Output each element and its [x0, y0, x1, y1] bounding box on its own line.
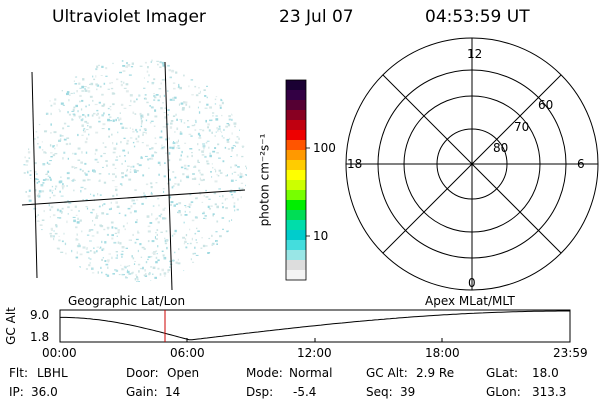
- colorbar-cell: [286, 230, 306, 241]
- door-label: Door:: [126, 366, 159, 380]
- colorbar-tick-10: 10: [313, 229, 329, 243]
- colorbar-cell: [286, 190, 306, 201]
- dsp-label: Dsp:: [246, 385, 274, 399]
- color-scale-bar: [285, 79, 310, 281]
- apex-title: Apex MLat/MLT: [425, 294, 515, 308]
- colorbar-cell: [286, 120, 306, 131]
- time-label: 04:53:59 UT: [425, 7, 530, 27]
- polar-label-18: 18: [347, 157, 363, 171]
- colorbar-cell: [286, 150, 306, 161]
- altitude-ytick-1-8: 1.8: [30, 330, 50, 344]
- glat-label: GLat:: [486, 366, 519, 380]
- polar-label-12: 12: [467, 47, 483, 61]
- gain-value: 14: [165, 385, 181, 399]
- gain-label: Gain:: [126, 385, 158, 399]
- seq-label: Seq:: [366, 385, 393, 399]
- date-label: 23 Jul 07: [279, 7, 354, 27]
- colorbar-unit-label: photon cm⁻²s⁻¹: [257, 133, 272, 227]
- seq-value: 39: [400, 385, 416, 399]
- ip-value: 36.0: [31, 385, 58, 399]
- uv-emission-speckles: [23, 59, 247, 282]
- colorbar-cell: [286, 250, 306, 261]
- colorbar-cell: [286, 110, 306, 121]
- geographic-grid: [21, 61, 246, 291]
- xtick-0600: 06:00: [170, 346, 205, 360]
- colorbar-cell: [286, 170, 306, 181]
- door-value: Open: [167, 366, 200, 380]
- xtick-1800: 18:00: [425, 346, 460, 360]
- colorbar-cell: [286, 100, 306, 111]
- colorbar-cell: [286, 270, 306, 281]
- mode-label: Mode:: [246, 366, 283, 380]
- polar-ring-80: 80: [493, 141, 509, 155]
- colorbar-cell: [286, 90, 306, 101]
- xtick-1200: 12:00: [297, 346, 332, 360]
- dsp-value: -5.4: [293, 385, 317, 399]
- glon-label: GLon:: [486, 385, 521, 399]
- altitude-ylabel: GC Alt: [3, 307, 18, 345]
- gcalt-label: GC Alt:: [366, 366, 408, 380]
- flt-value: LBHL: [37, 366, 68, 380]
- flt-label: Flt:: [9, 366, 28, 380]
- polar-ring-70: 70: [514, 120, 530, 134]
- polar-label-0: 0: [468, 276, 476, 290]
- polar-mlat-mlt-plot: [345, 37, 599, 291]
- glat-value: 18.0: [532, 366, 559, 380]
- xtick-2359: 23:59: [553, 346, 588, 360]
- colorbar-cell: [286, 80, 306, 91]
- polar-label-6: 6: [577, 157, 585, 171]
- colorbar-cell: [286, 220, 306, 231]
- colorbar-cell: [286, 200, 306, 211]
- colorbar-cell: [286, 260, 306, 271]
- colorbar-cell: [286, 140, 306, 151]
- xtick-0000: 00:00: [42, 346, 77, 360]
- geographic-title: Geographic Lat/Lon: [68, 294, 186, 308]
- altitude-ytick-9: 9.0: [30, 308, 50, 322]
- ip-label: IP:: [9, 385, 24, 399]
- gcalt-value: 2.9 Re: [416, 366, 455, 380]
- instrument-title: Ultraviolet Imager: [52, 7, 206, 27]
- mode-value: Normal: [289, 366, 333, 380]
- colorbar-cell: [286, 130, 306, 141]
- glon-value: 313.3: [532, 385, 567, 399]
- colorbar-cell: [286, 240, 306, 251]
- earth-image-panel: [21, 59, 247, 291]
- colorbar-cell: [286, 210, 306, 221]
- colorbar-cell: [286, 180, 306, 191]
- altitude-plot: [59, 309, 571, 343]
- colorbar-cell: [286, 160, 306, 171]
- polar-ring-60: 60: [538, 98, 554, 112]
- colorbar-tick-100: 100: [313, 141, 336, 155]
